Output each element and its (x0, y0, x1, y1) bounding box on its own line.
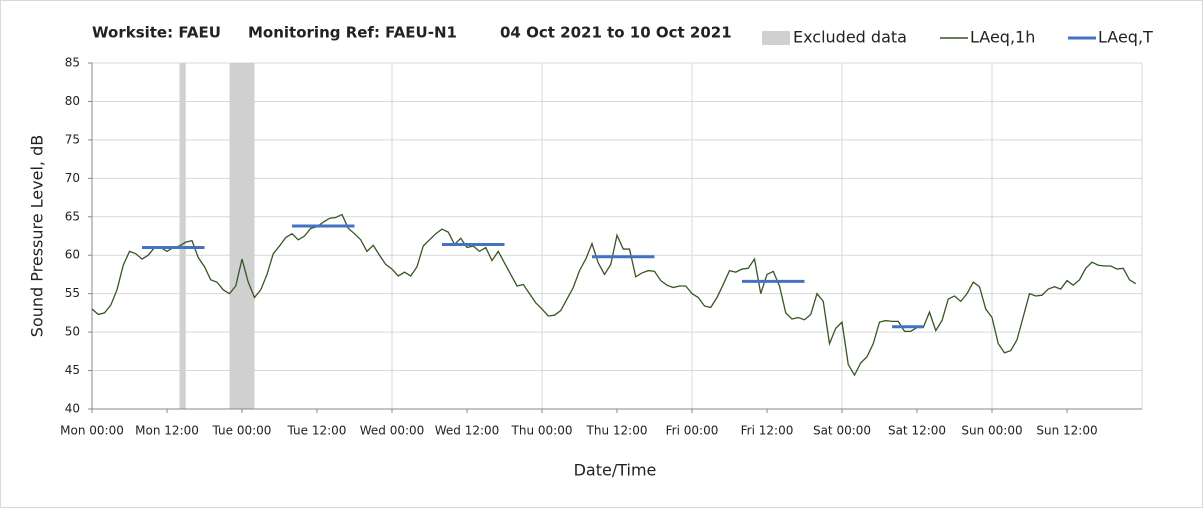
x-tick-label: Wed 00:00 (360, 424, 425, 438)
y-tick-label: 85 (65, 56, 80, 70)
y-tick-label: 65 (65, 209, 80, 223)
x-tick-label: Wed 12:00 (435, 424, 500, 438)
y-tick-label: 60 (65, 248, 80, 262)
x-tick-label: Tue 00:00 (212, 424, 272, 438)
y-tick-label: 70 (65, 171, 80, 185)
x-tick-label: Sun 12:00 (1036, 424, 1097, 438)
y-axis-title: Sound Pressure Level, dB (28, 135, 47, 337)
excluded-band (179, 63, 186, 409)
legend-laeq1h: LAeq,1h (970, 28, 1035, 47)
y-tick-label: 75 (65, 132, 80, 146)
x-tick-label: Fri 00:00 (666, 424, 719, 438)
x-tick-label: Thu 12:00 (586, 424, 648, 438)
x-tick-label: Tue 12:00 (287, 424, 347, 438)
legend-excluded-swatch (762, 31, 790, 45)
y-tick-label: 45 (65, 363, 80, 377)
x-tick-label: Fri 12:00 (741, 424, 794, 438)
x-tick-label: Mon 00:00 (60, 424, 124, 438)
legend-excluded: Excluded data (793, 28, 907, 47)
x-tick-label: Thu 00:00 (511, 424, 573, 438)
y-tick-label: 40 (65, 402, 80, 416)
x-tick-label: Sun 00:00 (961, 424, 1022, 438)
y-tick-label: 50 (65, 325, 80, 339)
title-worksite: Worksite: FAEU (92, 24, 221, 42)
title-ref: Monitoring Ref: FAEU-N1 (248, 24, 457, 42)
legend-laeqt: LAeq,T (1098, 28, 1153, 47)
y-tick-label: 80 (65, 94, 80, 108)
series-line (91, 213, 1137, 377)
x-tick-label: Mon 12:00 (135, 424, 199, 438)
title-dates: 04 Oct 2021 to 10 Oct 2021 (500, 24, 732, 42)
x-tick-label: Sat 00:00 (813, 424, 871, 438)
excluded-band (229, 63, 255, 409)
x-axis-title: Date/Time (574, 461, 657, 480)
y-tick-label: 55 (65, 286, 80, 300)
x-tick-label: Sat 12:00 (888, 424, 946, 438)
